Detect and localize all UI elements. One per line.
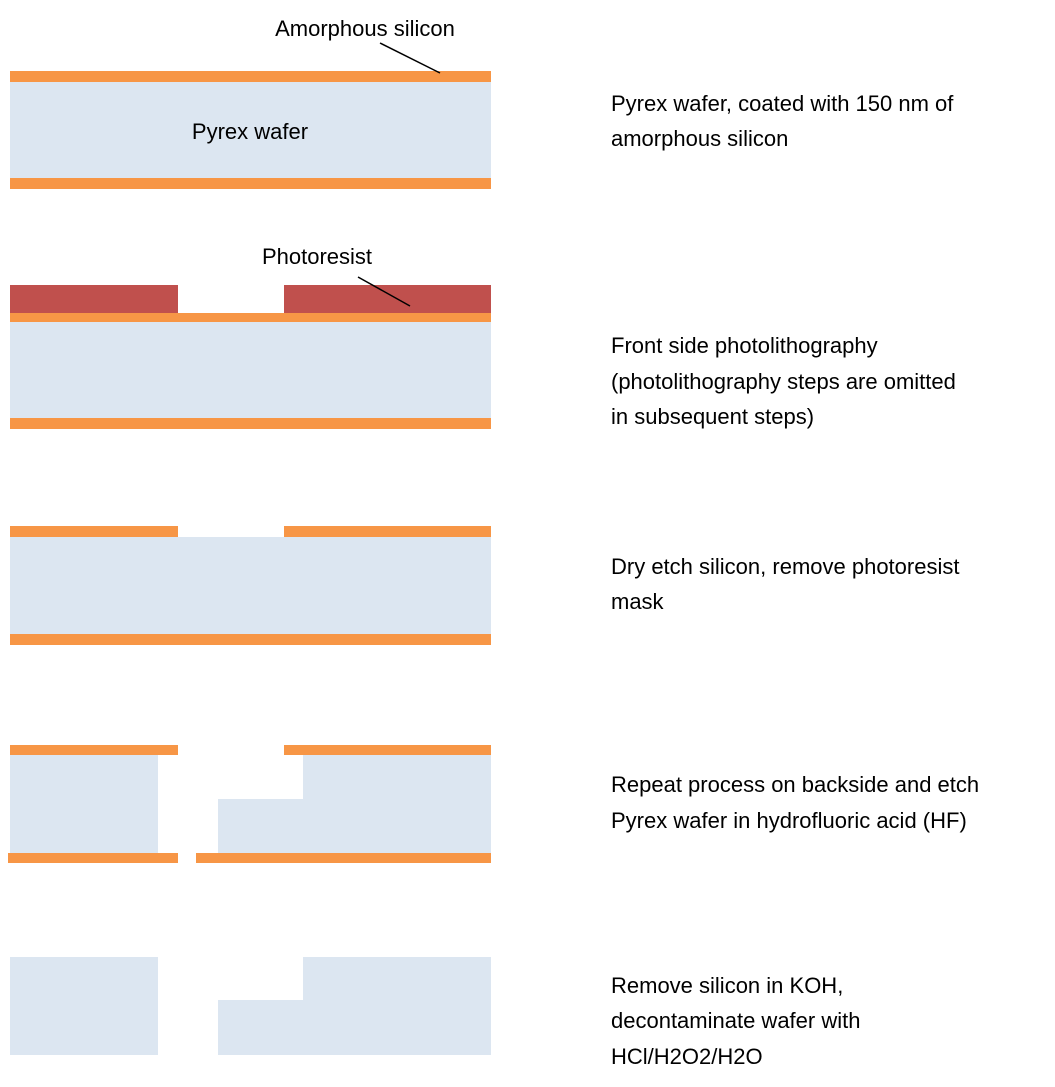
pyrex-wafer [10, 537, 491, 634]
pyrex-wafer [10, 755, 158, 853]
step-5-figure [10, 957, 491, 1055]
step-text: Repeat process on backside and etch [611, 772, 979, 797]
pyrex-wafer [218, 755, 491, 853]
pyrex-wafer [10, 957, 158, 1055]
label: Amorphous silicon [275, 16, 455, 41]
silicon-layer [10, 71, 491, 82]
pyrex-wafer [10, 322, 491, 418]
silicon-layer [10, 526, 178, 537]
silicon-layer [10, 418, 491, 429]
photoresist [284, 285, 491, 313]
label: Pyrex wafer [192, 119, 308, 144]
step-text: HCl/H2O2/H2O [611, 1044, 763, 1069]
step-text: in subsequent steps) [611, 404, 814, 429]
step-text: Pyrex wafer, coated with 150 nm of [611, 91, 954, 116]
step-3-figure [10, 526, 491, 645]
step-text: Pyrex wafer in hydrofluoric acid (HF) [611, 808, 967, 833]
silicon-layer [196, 853, 491, 863]
step-text: mask [611, 589, 665, 614]
label: Photoresist [262, 244, 372, 269]
silicon-layer [10, 313, 491, 322]
silicon-layer [8, 853, 178, 863]
step-4-figure [8, 745, 491, 863]
step-text: (photolithography steps are omitted [611, 369, 956, 394]
silicon-layer [284, 526, 491, 537]
photoresist [10, 285, 178, 313]
step-2-figure: Photoresist [10, 244, 491, 429]
step-text: Remove silicon in KOH, [611, 973, 843, 998]
leader-line [379, 42, 441, 74]
step-text: Front side photolithography [611, 333, 878, 358]
silicon-layer [10, 178, 491, 189]
step-text: decontaminate wafer with [611, 1008, 860, 1033]
step-text: amorphous silicon [611, 126, 788, 151]
step-text: Dry etch silicon, remove photoresist [611, 554, 959, 579]
pyrex-wafer [10, 82, 491, 178]
silicon-layer [10, 634, 491, 645]
leader-line [357, 276, 411, 307]
silicon-layer [284, 745, 491, 755]
pyrex-wafer [218, 957, 491, 1055]
step-1-figure: Amorphous silicon Pyrex wafer [10, 16, 491, 189]
silicon-layer [10, 745, 178, 755]
